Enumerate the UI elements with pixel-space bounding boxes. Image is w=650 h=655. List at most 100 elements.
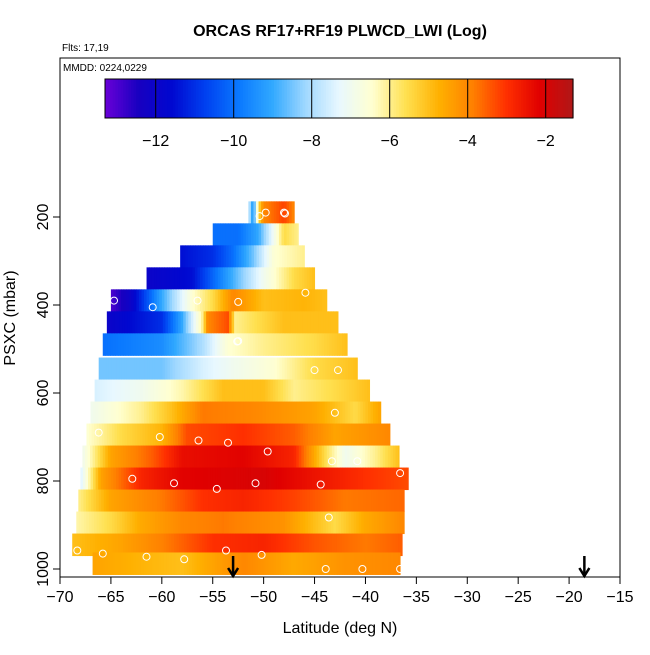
heatmap-cell [260, 333, 264, 356]
heatmap-cell [356, 511, 360, 535]
heatmap-cell [108, 401, 112, 425]
heatmap-cell [110, 533, 114, 557]
observation-point [142, 552, 151, 561]
heatmap-cell [265, 445, 269, 469]
heatmap-cell [390, 533, 394, 557]
heatmap-cell [385, 533, 389, 557]
heatmap-cell [278, 445, 282, 469]
heatmap-cell [216, 379, 220, 403]
heatmap-cell [164, 489, 168, 513]
heatmap-cell [240, 289, 244, 312]
heatmap-cell [259, 357, 263, 381]
heatmap-cell [251, 311, 255, 334]
heatmap-cell [190, 357, 194, 381]
heatmap-cell [215, 289, 219, 312]
heatmap-cell [245, 401, 249, 425]
heatmap-cell [289, 489, 293, 513]
heatmap-cell [368, 401, 372, 425]
heatmap-cell [269, 511, 273, 535]
heatmap-cell [107, 533, 111, 557]
heatmap-cell [256, 201, 260, 224]
heatmap-cell [91, 489, 95, 513]
heatmap-cell [291, 289, 295, 312]
observation-point [212, 484, 221, 493]
heatmap-cell [385, 445, 389, 469]
colorbar-cell [443, 79, 447, 118]
heatmap-cell [127, 379, 131, 403]
heatmap-cell [215, 245, 219, 268]
heatmap-cell [308, 333, 312, 356]
heatmap-cell [216, 423, 220, 447]
heatmap-cell [78, 489, 82, 513]
heatmap-cell [130, 333, 134, 356]
heatmap-cell [372, 445, 376, 469]
heatmap-cell [170, 511, 174, 535]
colorbar-cell [307, 79, 311, 118]
heatmap-cell [204, 552, 208, 575]
heatmap-cell [171, 533, 175, 557]
heatmap-cell [173, 311, 177, 334]
heatmap-cell [144, 467, 148, 491]
colorbar-cell [276, 79, 280, 118]
heatmap-cell [356, 379, 360, 403]
heatmap-cell [379, 423, 383, 447]
heatmap-cell [308, 533, 312, 557]
heatmap-cell [269, 245, 273, 268]
heatmap-cell [287, 423, 291, 447]
heatmap-cell [261, 267, 265, 290]
heatmap-cell [307, 511, 311, 535]
heatmap-cell [359, 552, 363, 575]
heatmap-cell [303, 533, 307, 557]
heatmap-cell [271, 289, 275, 312]
heatmap-cell [222, 552, 226, 575]
heatmap-cell [90, 445, 94, 469]
heatmap-cell [208, 511, 212, 535]
colorbar-cell [508, 79, 512, 118]
heatmap-cell [262, 311, 266, 334]
heatmap-cell [266, 245, 270, 268]
heatmap-cell [158, 333, 162, 356]
heatmap-cell [125, 333, 129, 356]
heatmap-cell [211, 423, 215, 447]
heatmap-cell [395, 533, 399, 557]
heatmap-cell [398, 533, 402, 557]
colorbar-cell [492, 79, 496, 118]
colorbar-cell [500, 79, 504, 118]
heatmap-cell [362, 445, 366, 469]
heatmap-cell [197, 245, 202, 268]
heatmap-cell [306, 267, 310, 290]
heatmap-cell [273, 467, 277, 491]
heatmap-cell [297, 489, 301, 513]
heatmap-cell [232, 333, 236, 356]
colorbar-cell [180, 79, 184, 118]
heatmap-cell [394, 511, 398, 535]
colorbar-cell [414, 79, 418, 118]
heatmap-cell [366, 379, 371, 403]
heatmap-cell [277, 379, 281, 403]
heatmap-cell [161, 552, 165, 575]
heatmap-cell [176, 552, 180, 575]
heatmap-cell [199, 533, 203, 557]
heatmap-cell [225, 223, 229, 246]
heatmap-cell [100, 533, 104, 557]
heatmap-cell [188, 379, 192, 403]
heatmap-cell [315, 489, 319, 513]
heatmap-cell [194, 552, 198, 575]
heatmap-cell [121, 357, 125, 381]
heatmap-cell [212, 467, 216, 491]
colorbar-cell [328, 79, 332, 118]
heatmap-cell [248, 245, 252, 268]
heatmap-cell [279, 311, 283, 334]
heatmap-cell [113, 357, 118, 381]
heatmap-cell [235, 533, 239, 557]
heatmap-cell [147, 423, 151, 447]
heatmap-cell [239, 379, 243, 403]
heatmap-cell [195, 357, 199, 381]
heatmap-cell [332, 489, 336, 513]
heatmap-cell [265, 379, 269, 403]
heatmap-cell [267, 311, 271, 334]
colorbar-cell [531, 79, 535, 118]
heatmap-cell [111, 357, 115, 381]
heatmap-cell [149, 467, 153, 491]
heatmap-cell [181, 333, 185, 356]
